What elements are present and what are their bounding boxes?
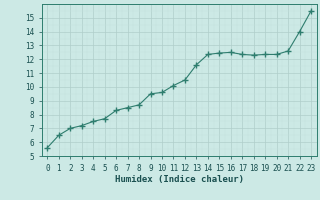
X-axis label: Humidex (Indice chaleur): Humidex (Indice chaleur) <box>115 175 244 184</box>
